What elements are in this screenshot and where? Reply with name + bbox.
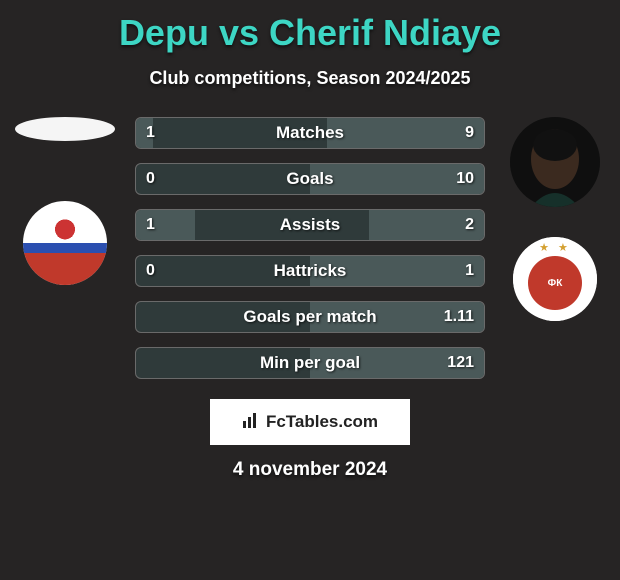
stat-bars: 1Matches90Goals101Assists20Hattricks1Goa… xyxy=(135,117,485,393)
stat-row: 0Hattricks1 xyxy=(135,255,485,287)
source-badge: FcTables.com xyxy=(210,399,410,445)
stat-row: 1Matches9 xyxy=(135,117,485,149)
page-title: Depu vs Cherif Ndiaye xyxy=(0,0,620,54)
page-subtitle: Club competitions, Season 2024/2025 xyxy=(0,68,620,89)
stat-value-right: 2 xyxy=(465,210,474,240)
chart-icon xyxy=(242,411,260,434)
left-player-column xyxy=(10,117,120,285)
stat-label: Assists xyxy=(136,210,484,240)
stat-value-right: 10 xyxy=(456,164,474,194)
stat-label: Goals xyxy=(136,164,484,194)
stat-label: Min per goal xyxy=(136,348,484,378)
right-player-photo xyxy=(510,117,600,207)
stat-label: Matches xyxy=(136,118,484,148)
stat-value-right: 1.11 xyxy=(444,302,474,332)
left-player-photo xyxy=(15,117,115,141)
stat-value-right: 1 xyxy=(465,256,474,286)
left-club-badge xyxy=(23,201,107,285)
stat-value-right: 121 xyxy=(447,348,474,378)
right-player-column: ★ ★ ФК xyxy=(500,117,610,321)
comparison-panel: ★ ★ ФК 1Matches90Goals101Assists20Hattri… xyxy=(0,117,620,387)
right-club-badge: ★ ★ ФК xyxy=(513,237,597,321)
stat-row: 1Assists2 xyxy=(135,209,485,241)
date-label: 4 november 2024 xyxy=(0,459,620,481)
stat-label: Goals per match xyxy=(136,302,484,332)
stat-value-right: 9 xyxy=(465,118,474,148)
stat-row: 0Goals10 xyxy=(135,163,485,195)
source-label: FcTables.com xyxy=(266,412,378,432)
stat-label: Hattricks xyxy=(136,256,484,286)
stat-row: Goals per match1.11 xyxy=(135,301,485,333)
stat-row: Min per goal121 xyxy=(135,347,485,379)
